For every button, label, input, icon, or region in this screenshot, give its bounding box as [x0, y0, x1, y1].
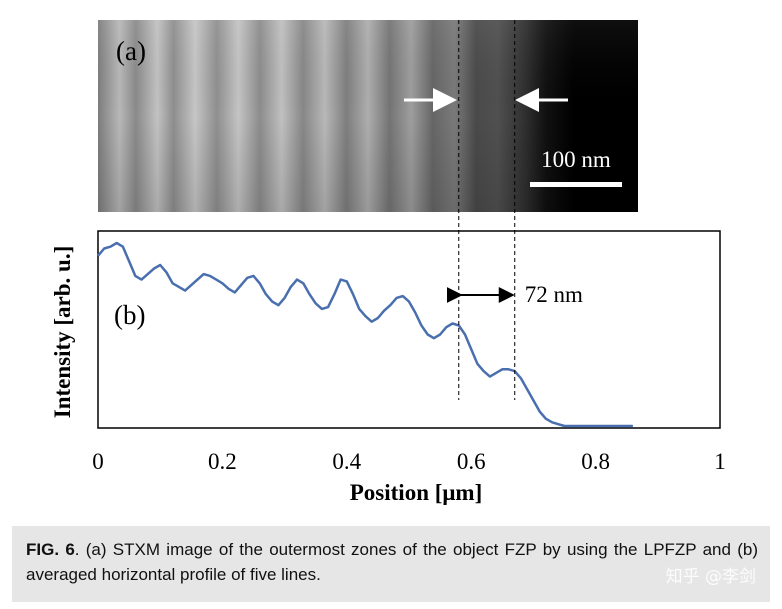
stxm-image-panel: (a) 100 nm: [98, 20, 638, 212]
profile-chart: 0 0.2 0.4 0.6 0.8 1 Position [μm] Intensity […: [50, 230, 726, 505]
scale-bar-label: 100 nm: [541, 147, 611, 172]
x-tick-labels: 0 0.2 0.4 0.6 0.8 1: [92, 449, 726, 474]
x-tick-label: 0.2: [208, 449, 237, 474]
figure: (a) 100 nm 0 0.2 0.4 0.6 0.8 1 Position [μm] …: [50, 20, 726, 505]
plot-frame: [97, 230, 721, 429]
figure-caption: FIG. 6. (a) STXM image of the outermost …: [12, 526, 770, 602]
caption-label: FIG. 6: [26, 540, 75, 559]
x-tick-label: 1: [714, 449, 726, 474]
caption-text: . (a) STXM image of the outermost zones …: [26, 540, 759, 584]
watermark: 知乎 @李剑: [665, 567, 756, 587]
x-tick-label: 0.8: [581, 449, 610, 474]
y-axis-label: Intensity [arb. u.]: [50, 246, 75, 419]
x-tick-label: 0: [92, 449, 104, 474]
panel-a-label: (a): [116, 36, 146, 66]
x-tick-label: 0.6: [457, 449, 486, 474]
x-axis-label: Position [μm]: [350, 480, 483, 505]
scale-bar: [530, 182, 622, 187]
x-tick-label: 0.4: [332, 449, 361, 474]
width-annotation: 72 nm: [525, 282, 583, 307]
panel-b-label: (b): [114, 300, 145, 330]
profile-line: [97, 241, 633, 428]
